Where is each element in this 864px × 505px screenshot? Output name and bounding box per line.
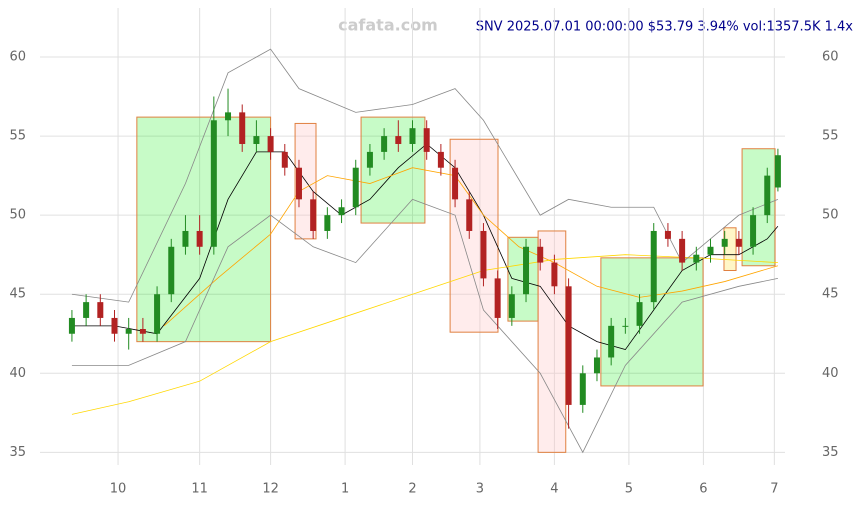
candle-body (579, 373, 586, 405)
candle-body (774, 155, 781, 188)
candle-body (679, 238, 686, 263)
y-tick-label: 40 (9, 366, 26, 381)
x-tick-label: 12 (262, 482, 279, 497)
candle-body (409, 128, 416, 144)
candle-body (480, 230, 487, 279)
y-tick-label: 50 (822, 208, 839, 223)
candle-body (636, 302, 643, 326)
candle-body (650, 230, 657, 303)
candle-body (622, 325, 629, 327)
candle-body (83, 302, 90, 318)
x-tick-label: 10 (110, 482, 127, 497)
candle-body (523, 246, 530, 295)
y-tick-label: 55 (822, 129, 839, 144)
zone-box (449, 138, 499, 333)
candle-body (111, 317, 118, 334)
watermark: cafata.com (338, 16, 438, 35)
y-tick-label: 60 (822, 50, 839, 65)
x-tick-label: 4 (550, 482, 558, 497)
x-tick-label: 2 (408, 482, 416, 497)
x-tick-label: 7 (770, 482, 778, 497)
candle-body (366, 151, 373, 168)
candle-body (707, 246, 714, 255)
y-tick-label: 50 (9, 208, 26, 223)
candle-body (735, 238, 742, 247)
zone-box (723, 227, 737, 271)
y-tick-label: 55 (9, 129, 26, 144)
x-tick-label: 3 (476, 482, 484, 497)
y-tick-label: 40 (822, 366, 839, 381)
candle-body (154, 294, 161, 334)
candle-body (381, 136, 388, 152)
candle-body (324, 215, 331, 231)
indicator-line (71, 198, 778, 454)
candle-body (452, 167, 459, 200)
candle-body (494, 278, 501, 318)
candle-body (139, 329, 146, 334)
candle-body (693, 254, 700, 263)
indicator-line (71, 254, 778, 415)
candle-body (281, 151, 288, 168)
candle-body (437, 151, 444, 168)
candle-body (551, 262, 558, 287)
x-tick-label: 1 (341, 482, 349, 497)
candle-body (608, 325, 615, 358)
y-tick-label: 60 (9, 50, 26, 65)
y-tick-label: 35 (822, 445, 839, 460)
x-tick-label: 5 (625, 482, 633, 497)
candle-body (664, 230, 671, 239)
chart-title: SNV 2025.07.01 00:00:00 $53.79 3.94% vol… (476, 20, 854, 35)
candle-body (593, 357, 600, 374)
candle-body (253, 136, 260, 144)
y-tick-label: 35 (9, 445, 26, 460)
candle-body (310, 199, 317, 231)
candle-body (225, 112, 232, 121)
candle-body (68, 317, 75, 334)
candle-body (210, 120, 217, 247)
candle-body (395, 136, 402, 144)
y-tick-label: 45 (9, 287, 26, 302)
x-tick-label: 6 (699, 482, 707, 497)
candle-body (196, 230, 203, 247)
candle-body (508, 294, 515, 318)
candle-body (537, 246, 544, 263)
x-tick-label: 11 (191, 482, 208, 497)
candle-body (239, 112, 246, 144)
candle-body (267, 136, 274, 152)
candle-body (338, 207, 345, 216)
candle-body (764, 175, 771, 216)
candle-body (352, 167, 359, 208)
candle-body (168, 246, 175, 295)
candle-body (295, 167, 302, 200)
candle-body (97, 302, 104, 318)
y-tick-label: 45 (822, 287, 839, 302)
candle-body (750, 215, 757, 247)
candle-body (466, 199, 473, 231)
candle-body (182, 230, 189, 247)
candle-body (565, 286, 572, 405)
candle-body (423, 128, 430, 152)
candle-body (125, 329, 132, 334)
candle-body (721, 238, 728, 247)
